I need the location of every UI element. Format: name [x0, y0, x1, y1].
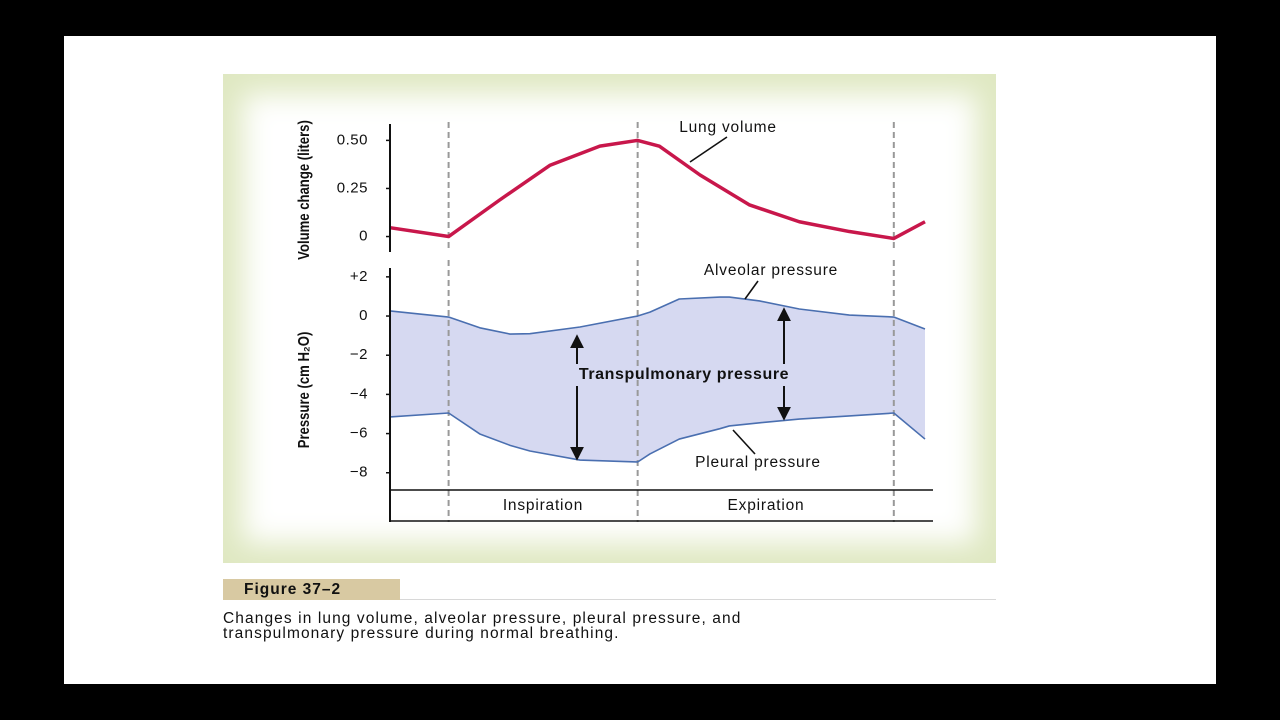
y-tick-label: 0 [359, 307, 368, 324]
leader-line [732, 429, 756, 455]
y-tick-label: 0.50 [337, 131, 368, 148]
y-tick-label: −4 [350, 385, 368, 402]
phase-label: Expiration [728, 497, 805, 514]
leader-line [689, 136, 728, 163]
series-label: Pleural pressure [695, 454, 821, 471]
series-label: Alveolar pressure [704, 262, 838, 279]
leader-line [744, 280, 759, 300]
annotation: Transpulmonary pressure [579, 366, 789, 383]
series-line [389, 138, 926, 241]
phase-label: Inspiration [503, 497, 583, 514]
band-fill [390, 297, 925, 462]
caption: transpulmonary pressure during normal br… [223, 625, 620, 642]
figure-label: Figure 37–2 [244, 581, 341, 598]
y-tick-label: +2 [350, 268, 368, 285]
y-tick-label: 0 [359, 228, 368, 245]
plots: 0 0.25 0.50 +2 0 −2 −4 −6 −8 [337, 122, 926, 522]
series-line [389, 296, 926, 335]
y-tick-label: −2 [350, 346, 368, 363]
annotations [570, 136, 791, 461]
axes [389, 124, 933, 522]
figure-label-box [223, 579, 400, 600]
series-label: Lung volume [679, 119, 777, 136]
y-tick-label: 0.25 [337, 179, 368, 196]
y-tick-label: −8 [350, 464, 368, 481]
y-axis-title: Pressure (cm H₂O) [296, 332, 313, 449]
y-tick-label: −6 [350, 425, 368, 442]
caption: Changes in lung volume, alveolar pressur… [223, 610, 741, 627]
series-line [389, 412, 926, 463]
y-axis-title: Volume change (liters) [296, 120, 313, 260]
